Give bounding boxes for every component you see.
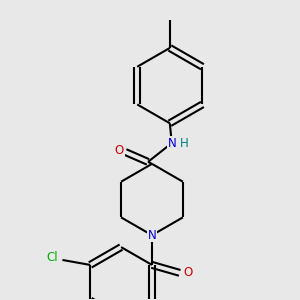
Text: O: O (115, 143, 124, 157)
Text: O: O (183, 266, 192, 279)
Text: N: N (167, 136, 176, 150)
Text: Cl: Cl (47, 251, 58, 265)
Text: N: N (148, 229, 156, 242)
Text: H: H (180, 136, 189, 150)
